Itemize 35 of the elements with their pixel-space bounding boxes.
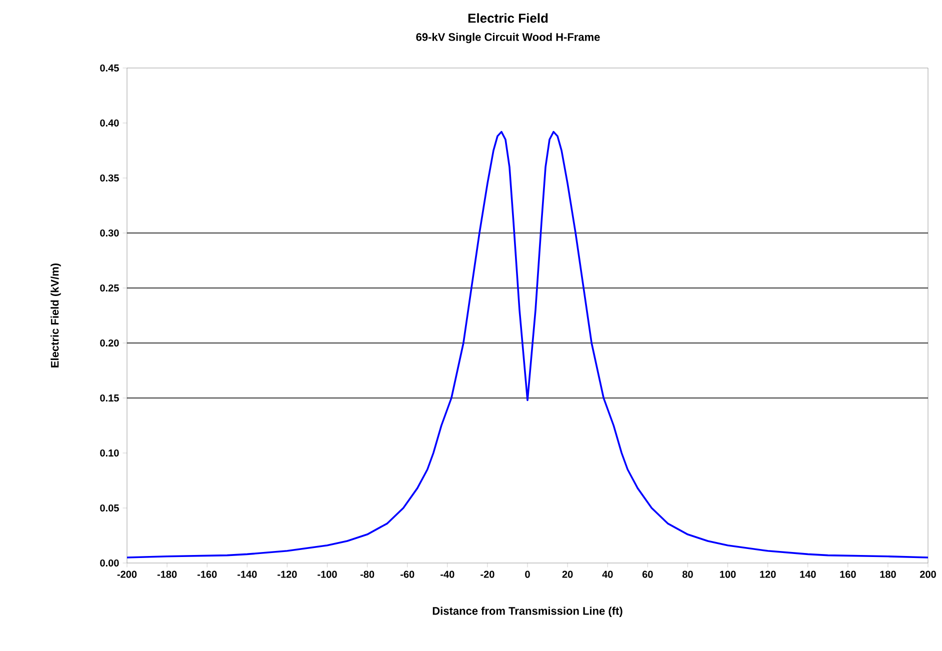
x-tick-label: -160 [197, 570, 217, 578]
y-tick-label: 0.05 [100, 504, 119, 512]
x-tick-label: 200 [920, 570, 936, 578]
x-tick-label: 160 [840, 570, 856, 578]
x-tick-label: -120 [278, 570, 297, 578]
y-tick-label: 0.30 [100, 229, 119, 237]
x-tick-label: 180 [880, 570, 896, 578]
x-tick-label: 80 [682, 570, 693, 578]
x-tick-label: -200 [117, 570, 137, 578]
x-tick-label: 60 [642, 570, 653, 578]
x-tick-label: -20 [480, 570, 494, 578]
y-tick-label: 0.25 [100, 284, 119, 292]
y-tick-label: 0.35 [100, 174, 119, 182]
chart-subtitle: 69-kV Single Circuit Wood H-Frame [416, 32, 600, 44]
y-tick-label: 0.10 [100, 449, 119, 457]
x-tick-label: 120 [760, 570, 776, 578]
y-tick-label: 0.40 [100, 119, 119, 127]
x-tick-label: -60 [400, 570, 414, 578]
y-tick-label: 0.00 [100, 559, 119, 567]
x-tick-label: 100 [720, 570, 736, 578]
y-axis-title: Electric Field (kV/m) [50, 263, 61, 368]
x-tick-label: 40 [602, 570, 613, 578]
chart-title: Electric Field [468, 13, 548, 23]
x-tick-label: -140 [238, 570, 257, 578]
x-axis-title: Distance from Transmission Line (ft) [432, 606, 622, 617]
x-tick-label: -40 [440, 570, 454, 578]
x-tick-label: 20 [562, 570, 573, 578]
x-tick-label: 140 [800, 570, 816, 578]
y-tick-label: 0.15 [100, 394, 119, 402]
x-tick-label: 0 [525, 570, 530, 578]
y-tick-label: 0.20 [100, 339, 119, 347]
x-tick-label: -180 [157, 570, 177, 578]
x-tick-label: -80 [360, 570, 374, 578]
y-tick-label: 0.45 [100, 64, 119, 72]
x-tick-label: -100 [318, 570, 337, 578]
